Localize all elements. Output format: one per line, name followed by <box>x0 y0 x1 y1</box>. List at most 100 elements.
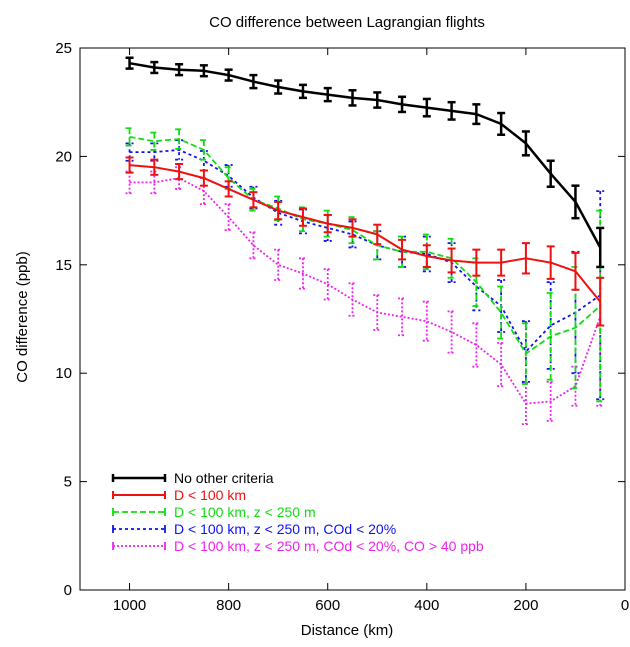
series-2 <box>125 156 605 327</box>
error-bar <box>249 191 258 209</box>
error-bar <box>497 341 506 388</box>
error-bar <box>274 79 283 95</box>
y-tick-label: 0 <box>64 582 72 599</box>
series-line <box>129 136 601 355</box>
error-bar <box>472 248 481 277</box>
legend-label: No other criteria <box>174 470 274 486</box>
y-tick-label: 5 <box>64 474 72 491</box>
y-tick-label: 20 <box>55 148 72 165</box>
error-bar <box>224 180 233 198</box>
series-5 <box>125 166 605 426</box>
legend-label: D < 100 km <box>174 487 246 503</box>
error-bar <box>546 292 555 381</box>
y-tick-label: 10 <box>55 365 72 382</box>
error-bar <box>472 322 481 368</box>
error-bar <box>125 127 134 147</box>
error-bar <box>298 83 307 100</box>
error-bar <box>521 130 530 157</box>
error-bar <box>521 382 530 426</box>
error-bar <box>497 248 506 277</box>
x-tick-label: 600 <box>315 597 340 614</box>
legend-item: D < 100 km <box>112 487 246 503</box>
error-bar <box>323 86 332 103</box>
series-1 <box>125 56 605 269</box>
error-bar <box>199 169 208 187</box>
error-bar <box>422 244 431 268</box>
series-line <box>129 61 602 249</box>
y-axis-label: CO difference (ppb) <box>14 251 31 382</box>
chart-title: CO difference between Lagrangian flights <box>209 14 485 31</box>
error-bar <box>398 95 407 114</box>
legend-label: D < 100 km, z < 250 m, COd < 20%, CO > 4… <box>174 538 484 554</box>
error-bar <box>323 213 332 234</box>
error-bar <box>472 103 481 126</box>
error-bar <box>298 207 307 227</box>
error-bar <box>398 238 407 261</box>
error-bar <box>373 223 382 246</box>
error-bar <box>274 248 283 281</box>
series-line <box>129 148 601 353</box>
error-bar <box>175 63 184 77</box>
error-bar <box>224 203 233 232</box>
error-bar <box>546 245 555 280</box>
error-bar <box>224 68 233 82</box>
error-bar <box>497 111 506 136</box>
error-bar <box>571 251 580 291</box>
error-bar <box>249 231 258 260</box>
error-bar <box>274 200 283 221</box>
error-bar <box>497 285 506 340</box>
error-bar <box>199 64 208 78</box>
error-bar <box>298 257 307 290</box>
series-3 <box>125 127 605 403</box>
error-bar <box>447 310 456 354</box>
error-bar <box>348 89 357 107</box>
error-bar <box>199 139 208 161</box>
series-line <box>129 177 602 405</box>
legend-label: D < 100 km, z < 250 m, COd < 20% <box>174 521 396 537</box>
error-bar <box>348 282 357 317</box>
x-tick-label: 200 <box>513 597 538 614</box>
error-bar <box>596 226 605 269</box>
error-bar <box>546 159 555 189</box>
axis-ticks: 1000 800 600 400 200 0 0 5 10 15 20 25 <box>55 40 629 614</box>
error-bar <box>398 297 407 337</box>
error-bar <box>521 242 530 275</box>
y-tick-label: 15 <box>55 257 72 274</box>
series-4 <box>125 139 605 401</box>
error-bar <box>348 218 357 238</box>
legend-item: D < 100 km, z < 250 m <box>112 504 316 520</box>
plot-frame <box>79 47 626 591</box>
x-tick-label: 800 <box>216 597 241 614</box>
error-bar <box>596 276 605 327</box>
series-line <box>129 164 601 303</box>
error-bar <box>150 158 159 176</box>
error-bar <box>125 56 134 70</box>
x-axis-label: Distance (km) <box>301 622 394 639</box>
x-tick-label: 0 <box>621 597 629 614</box>
error-bar <box>150 131 159 151</box>
legend-item: No other criteria <box>111 470 274 486</box>
series-group <box>125 56 605 426</box>
error-bar <box>422 300 431 342</box>
legend-item: D < 100 km, z < 250 m, COd < 20% <box>112 521 396 537</box>
legend-item: D < 100 km, z < 250 m, COd < 20%, CO > 4… <box>112 538 484 554</box>
error-bar <box>373 91 382 109</box>
error-bar <box>373 294 382 331</box>
error-bar <box>150 60 159 75</box>
error-bar <box>447 247 456 274</box>
error-bar <box>521 322 530 385</box>
x-tick-label: 400 <box>414 597 439 614</box>
error-bar <box>125 156 134 174</box>
y-tick-label: 25 <box>55 40 72 57</box>
error-bar <box>249 73 258 90</box>
error-bar <box>323 268 332 301</box>
x-tick-label: 1000 <box>113 597 146 614</box>
error-bar <box>422 97 431 118</box>
error-bar <box>175 128 184 150</box>
error-bar <box>447 100 456 121</box>
error-bar <box>422 235 431 273</box>
error-bar <box>571 184 580 220</box>
